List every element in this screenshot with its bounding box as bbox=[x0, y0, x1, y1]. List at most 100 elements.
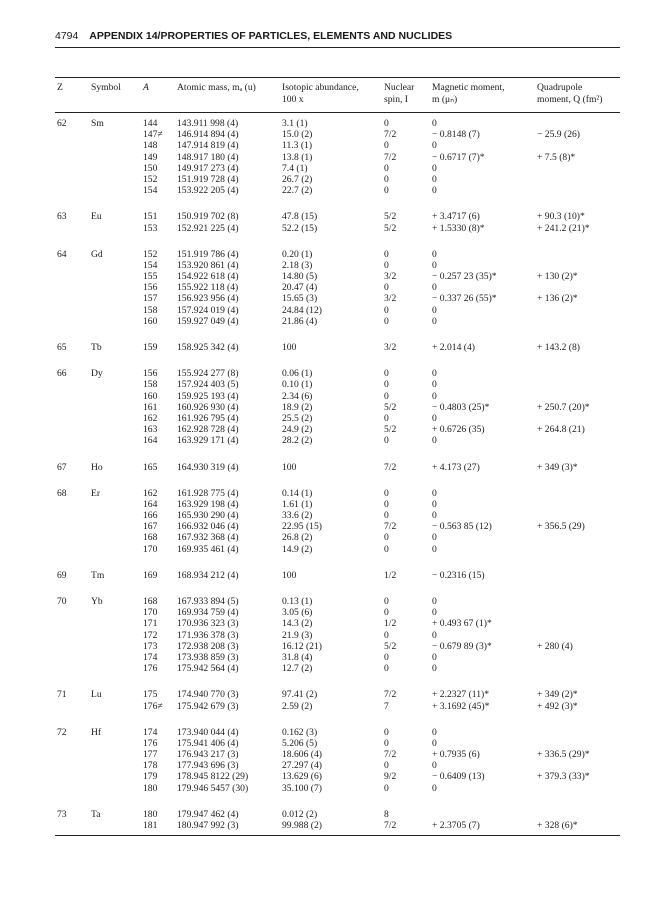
isotopic-abundance: 22.95 (15) bbox=[282, 521, 322, 533]
magnetic-moment: 0 bbox=[432, 185, 437, 197]
mass-number: 174 bbox=[143, 651, 158, 663]
mass-number: 154 bbox=[143, 259, 158, 271]
mass-number: 160 bbox=[143, 315, 158, 327]
isotopic-abundance: 12.7 (2) bbox=[282, 663, 313, 675]
isotopic-abundance: 11.3 (1) bbox=[282, 140, 313, 152]
table-row: 63 Eu 151 150.919 702 (8) 47.8 (15) 5/2 + 3.47… bbox=[55, 211, 620, 222]
magnetic-moment: 0 bbox=[432, 782, 437, 794]
mass-number: 165 bbox=[143, 461, 158, 473]
header-bottom-rule bbox=[55, 112, 620, 113]
header-rule bbox=[55, 47, 620, 48]
isotopic-abundance: 22.7 (2) bbox=[282, 185, 313, 197]
element-group: 72 Hf 174 173.940 044 (4) 0.162 (3) 0 0 176 175.… bbox=[55, 727, 620, 794]
quadrupole-moment: + 356.5 (29) bbox=[537, 521, 585, 533]
magnetic-moment: − 0.337 26 (55)* bbox=[432, 293, 497, 305]
table-row: 177 176.943 217 (3) 18.606 (4) 7/2 + 0.7935 … bbox=[55, 749, 620, 760]
isotopic-abundance: 2.59 (2) bbox=[282, 700, 313, 712]
element-group: 73 Ta 180 179.947 462 (4) 0.012 (2) 8 181 180.9… bbox=[55, 809, 620, 831]
quadrupole-moment: + 336.5 (29)* bbox=[537, 749, 590, 761]
nuclear-spin: 0 bbox=[384, 651, 389, 663]
nuclear-spin: 9/2 bbox=[384, 771, 397, 783]
quadrupole-moment: + 349 (3)* bbox=[537, 461, 578, 473]
table-row: 163 162.928 728 (4) 24.9 (2) 5/2 + 0.6726 (3… bbox=[55, 424, 620, 435]
atomic-mass: 147.914 819 (4) bbox=[177, 140, 239, 152]
mass-number: 149 bbox=[143, 151, 158, 163]
magnetic-moment: 0 bbox=[432, 651, 437, 663]
atomic-mass: 157.924 403 (5) bbox=[177, 379, 239, 391]
nuclear-spin: 0 bbox=[384, 607, 389, 619]
isotopic-abundance: 0.012 (2) bbox=[282, 808, 318, 820]
isotopic-abundance: 26.8 (2) bbox=[282, 532, 313, 544]
table-row: 156 155.922 118 (4) 20.47 (4) 0 0 bbox=[55, 282, 620, 293]
mass-number: 179 bbox=[143, 771, 158, 783]
table-row: 171 170.936 323 (3) 14.3 (2) 1/2 + 0.493 67 … bbox=[55, 618, 620, 629]
atomic-mass: 173.940 044 (4) bbox=[177, 726, 239, 738]
magnetic-moment: 0 bbox=[432, 607, 437, 619]
magnetic-moment: 0 bbox=[432, 498, 437, 510]
nuclear-spin: 0 bbox=[384, 368, 389, 380]
element-group: 68 Er 162 161.928 775 (4) 0.14 (1) 0 0 164 163.9… bbox=[55, 488, 620, 555]
mass-number: 167 bbox=[143, 521, 158, 533]
nuclear-spin: 0 bbox=[384, 140, 389, 152]
isotopic-abundance: 14.80 (5) bbox=[282, 271, 318, 283]
isotopic-abundance: 0.13 (1) bbox=[282, 596, 313, 607]
mass-number: 176≠ bbox=[143, 700, 163, 712]
mass-number: 154 bbox=[143, 185, 158, 197]
atomic-mass: 166.932 046 (4) bbox=[177, 521, 239, 533]
isotopic-abundance: 14.3 (2) bbox=[282, 618, 313, 630]
isotopic-abundance: 15.0 (2) bbox=[282, 129, 313, 141]
isotopic-abundance: 0.20 (1) bbox=[282, 248, 313, 260]
atomic-mass: 168.934 212 (4) bbox=[177, 569, 239, 581]
atomic-mass: 175.941 406 (4) bbox=[177, 737, 239, 749]
running-title: APPENDIX 14/PROPERTIES OF PARTICLES, ELE… bbox=[89, 30, 453, 42]
table-row: 149 148.917 180 (4) 13.8 (1) 7/2 − 0.6717 (7… bbox=[55, 152, 620, 163]
magnetic-moment: − 0.4803 (25)* bbox=[432, 401, 490, 413]
magnetic-moment: 0 bbox=[432, 487, 437, 499]
isotopic-abundance: 3.1 (1) bbox=[282, 118, 308, 129]
isotopic-abundance: 100 bbox=[282, 461, 297, 473]
magnetic-moment: + 3.1692 (45)* bbox=[432, 700, 490, 712]
mass-number: 172 bbox=[143, 629, 158, 641]
header-spin: Nuclear spin, I bbox=[384, 82, 414, 105]
nuclear-spin: 0 bbox=[384, 412, 389, 424]
table-row: 67 Ho 165 164.930 319 (4) 100 7/2 + 4.173 (27)… bbox=[55, 462, 620, 473]
nuclear-spin: 0 bbox=[384, 663, 389, 675]
isotopic-abundance: 21.86 (4) bbox=[282, 315, 318, 327]
isotopic-abundance: 24.84 (12) bbox=[282, 304, 322, 316]
mass-number: 156 bbox=[143, 368, 158, 380]
nuclear-spin: 7/2 bbox=[384, 749, 397, 761]
table-row: 173 172.938 208 (3) 16.12 (21) 5/2 − 0.679 8… bbox=[55, 641, 620, 652]
header-z: Z bbox=[57, 82, 63, 93]
atomic-mass: 179.947 462 (4) bbox=[177, 808, 239, 820]
mass-number: 148 bbox=[143, 140, 158, 152]
magnetic-moment: + 2.014 (4) bbox=[432, 342, 475, 353]
magnetic-moment: − 0.8148 (7) bbox=[432, 129, 480, 141]
element-z: 64 bbox=[57, 248, 67, 260]
isotopic-abundance: 2.18 (3) bbox=[282, 259, 313, 271]
nuclear-spin: 0 bbox=[384, 248, 389, 260]
mass-number: 152 bbox=[143, 173, 158, 185]
magnetic-moment: + 3.4717 (6) bbox=[432, 211, 480, 223]
isotopic-abundance: 13.629 (6) bbox=[282, 771, 322, 783]
magnetic-moment: 0 bbox=[432, 248, 437, 260]
nuclear-spin: 0 bbox=[384, 162, 389, 174]
atomic-mass: 159.925 193 (4) bbox=[177, 390, 239, 402]
atomic-mass: 152.921 225 (4) bbox=[177, 222, 239, 234]
isotopic-abundance: 5.206 (5) bbox=[282, 737, 318, 749]
magnetic-moment: 0 bbox=[432, 140, 437, 152]
nuclear-spin: 0 bbox=[384, 726, 389, 738]
isotopic-abundance: 13.8 (1) bbox=[282, 151, 313, 163]
atomic-mass: 158.925 342 (4) bbox=[177, 342, 239, 353]
table-row: 66 Dy 156 155.924 277 (8) 0.06 (1) 0 0 bbox=[55, 368, 620, 379]
mass-number: 151 bbox=[143, 211, 158, 223]
mass-number: 153 bbox=[143, 222, 158, 234]
table-row: 157 156.923 956 (4) 15.65 (3) 3/2 − 0.337 26… bbox=[55, 293, 620, 304]
atomic-mass: 153.920 861 (4) bbox=[177, 259, 239, 271]
nuclear-spin: 1/2 bbox=[384, 618, 397, 630]
element-group: 71 Lu 175 174.940 770 (3) 97.41 (2) 7/2 + 2.23… bbox=[55, 689, 620, 711]
nuclear-spin: 7/2 bbox=[384, 461, 397, 473]
magnetic-moment: 0 bbox=[432, 629, 437, 641]
mass-number: 152 bbox=[143, 248, 158, 260]
isotopic-abundance: 52.2 (15) bbox=[282, 222, 318, 234]
isotopic-abundance: 18.9 (2) bbox=[282, 401, 313, 413]
